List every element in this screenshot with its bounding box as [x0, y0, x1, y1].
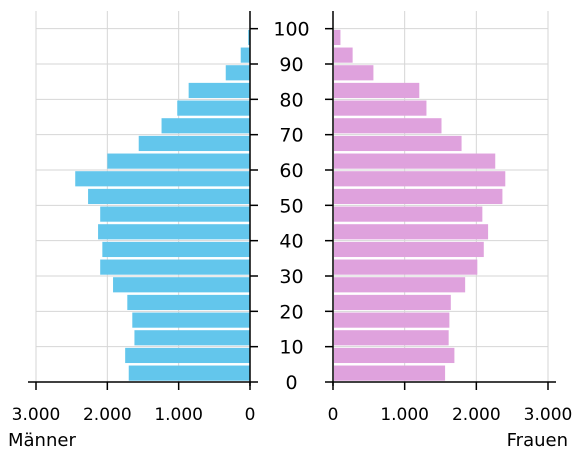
age-tick-label: 50: [279, 195, 303, 217]
male-bar-70-74: [161, 118, 250, 134]
female-x-tick-label: 0: [328, 405, 339, 425]
female-bar-30-34: [334, 259, 478, 275]
male-bar-10-14: [134, 330, 250, 346]
female-bar-90-94: [334, 47, 353, 63]
female-x-tick-label: 1.000: [380, 405, 429, 425]
male-x-tick-label: 3.000: [12, 405, 61, 425]
age-tick-label: 0: [285, 372, 297, 394]
female-bar-10-14: [334, 330, 449, 346]
female-bar-60-64: [334, 153, 496, 169]
male-axis-label: Männer: [8, 430, 76, 451]
male-x-tick-label: 0: [245, 405, 256, 425]
male-bar-20-24: [127, 294, 250, 311]
female-bar-85-89: [334, 65, 374, 81]
female-x-tick-label: 3.000: [524, 405, 573, 425]
male-bar-25-29: [113, 277, 250, 293]
female-bar-75-79: [334, 100, 427, 116]
male-bar-95-99: [248, 29, 250, 46]
male-x-tick-label: 1.000: [154, 405, 203, 425]
tick-labels: 0 10 20 30 40 50 60 70 80 90 100 3.000 2.000 1.000 0 0 1…: [12, 19, 573, 425]
female-axis-label: Frauen: [507, 430, 568, 451]
male-bar-50-54: [88, 188, 250, 205]
male-bar-55-59: [75, 171, 250, 187]
female-bars: [334, 29, 506, 381]
male-x-tick-label: 2.000: [83, 405, 132, 425]
male-bar-60-64: [107, 153, 250, 169]
female-bar-50-54: [334, 188, 503, 205]
male-bar-65-69: [138, 135, 250, 152]
female-bar-55-59: [334, 171, 506, 187]
female-bar-40-44: [334, 224, 489, 240]
male-bar-80-84: [188, 82, 250, 99]
male-bar-45-49: [100, 206, 250, 222]
female-bar-15-19: [334, 312, 450, 328]
age-tick-label: 30: [279, 266, 303, 288]
female-bar-5-9: [334, 347, 455, 364]
male-bar-5-9: [125, 347, 250, 364]
age-tick-label: 20: [279, 301, 303, 323]
female-bar-35-39: [334, 241, 484, 258]
female-bar-25-29: [334, 277, 466, 293]
female-bar-65-69: [334, 135, 462, 152]
male-bar-15-19: [132, 312, 250, 328]
female-bar-95-99: [334, 29, 341, 46]
axes: [28, 11, 556, 390]
female-bar-70-74: [334, 118, 442, 134]
male-bar-85-89: [225, 65, 250, 81]
male-bar-0-4: [128, 365, 250, 381]
female-bar-20-24: [334, 294, 451, 311]
age-tick-label: 80: [279, 89, 303, 111]
male-bar-40-44: [98, 224, 250, 240]
age-tick-label: 10: [279, 337, 303, 359]
female-bar-45-49: [334, 206, 483, 222]
gridlines: [35, 11, 549, 383]
female-bar-0-4: [334, 365, 446, 381]
age-tick-label: 40: [279, 231, 303, 253]
age-tick-label: 90: [279, 54, 303, 76]
male-bar-30-34: [100, 259, 250, 275]
male-bar-90-94: [240, 47, 250, 63]
age-tick-label: 70: [279, 125, 303, 147]
male-bar-75-79: [177, 100, 250, 116]
female-x-tick-label: 2.000: [452, 405, 501, 425]
female-bar-80-84: [334, 82, 420, 99]
male-bar-35-39: [102, 241, 250, 258]
age-tick-label: 100: [273, 19, 309, 41]
male-bars: [75, 29, 250, 381]
age-tick-label: 60: [279, 160, 303, 182]
